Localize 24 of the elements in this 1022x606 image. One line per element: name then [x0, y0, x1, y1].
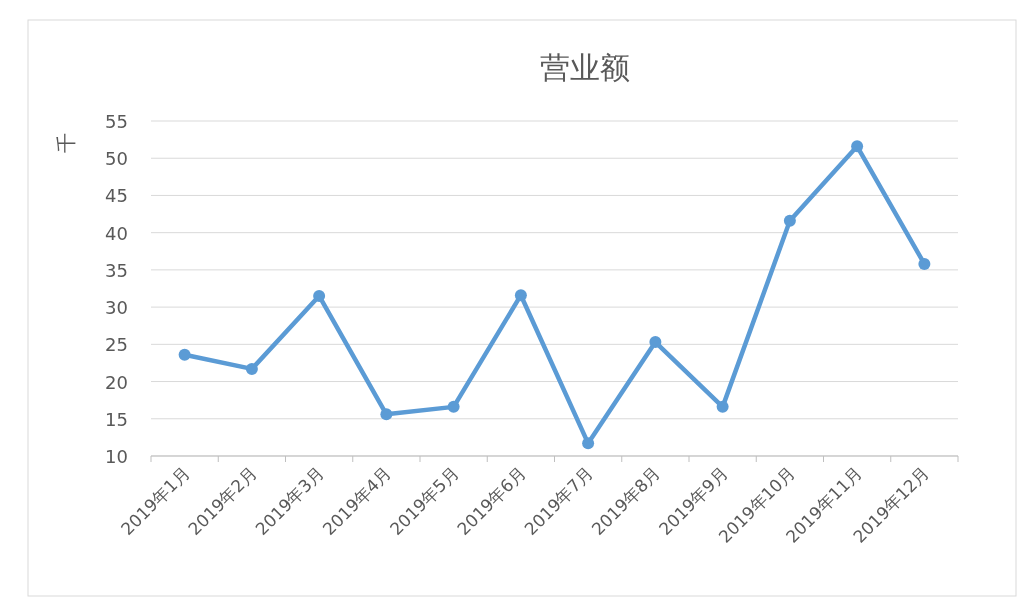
- y-axis-title: 千: [54, 133, 78, 153]
- point: [918, 257, 931, 270]
- chart-title: 营业额: [539, 50, 630, 85]
- y-tick-label: 55: [105, 111, 128, 132]
- y-tick-label: 35: [105, 259, 128, 281]
- point: [716, 400, 729, 413]
- y-tick-label: 25: [105, 334, 128, 356]
- point: [649, 336, 662, 349]
- point: [851, 140, 864, 153]
- y-tick-label: 45: [105, 185, 128, 207]
- point: [245, 362, 258, 375]
- point: [380, 408, 393, 421]
- point: [514, 289, 527, 302]
- y-tick-label: 20: [105, 371, 128, 393]
- y-tick-label: 30: [105, 297, 128, 319]
- y-tick-label: 15: [105, 408, 128, 430]
- point: [447, 400, 460, 413]
- y-tick-label: 50: [105, 148, 128, 170]
- point: [783, 214, 796, 227]
- point: [582, 437, 595, 450]
- y-tick-label: 10: [105, 446, 128, 467]
- y-tick-label: 40: [105, 222, 128, 244]
- point: [178, 348, 191, 361]
- point: [313, 289, 326, 302]
